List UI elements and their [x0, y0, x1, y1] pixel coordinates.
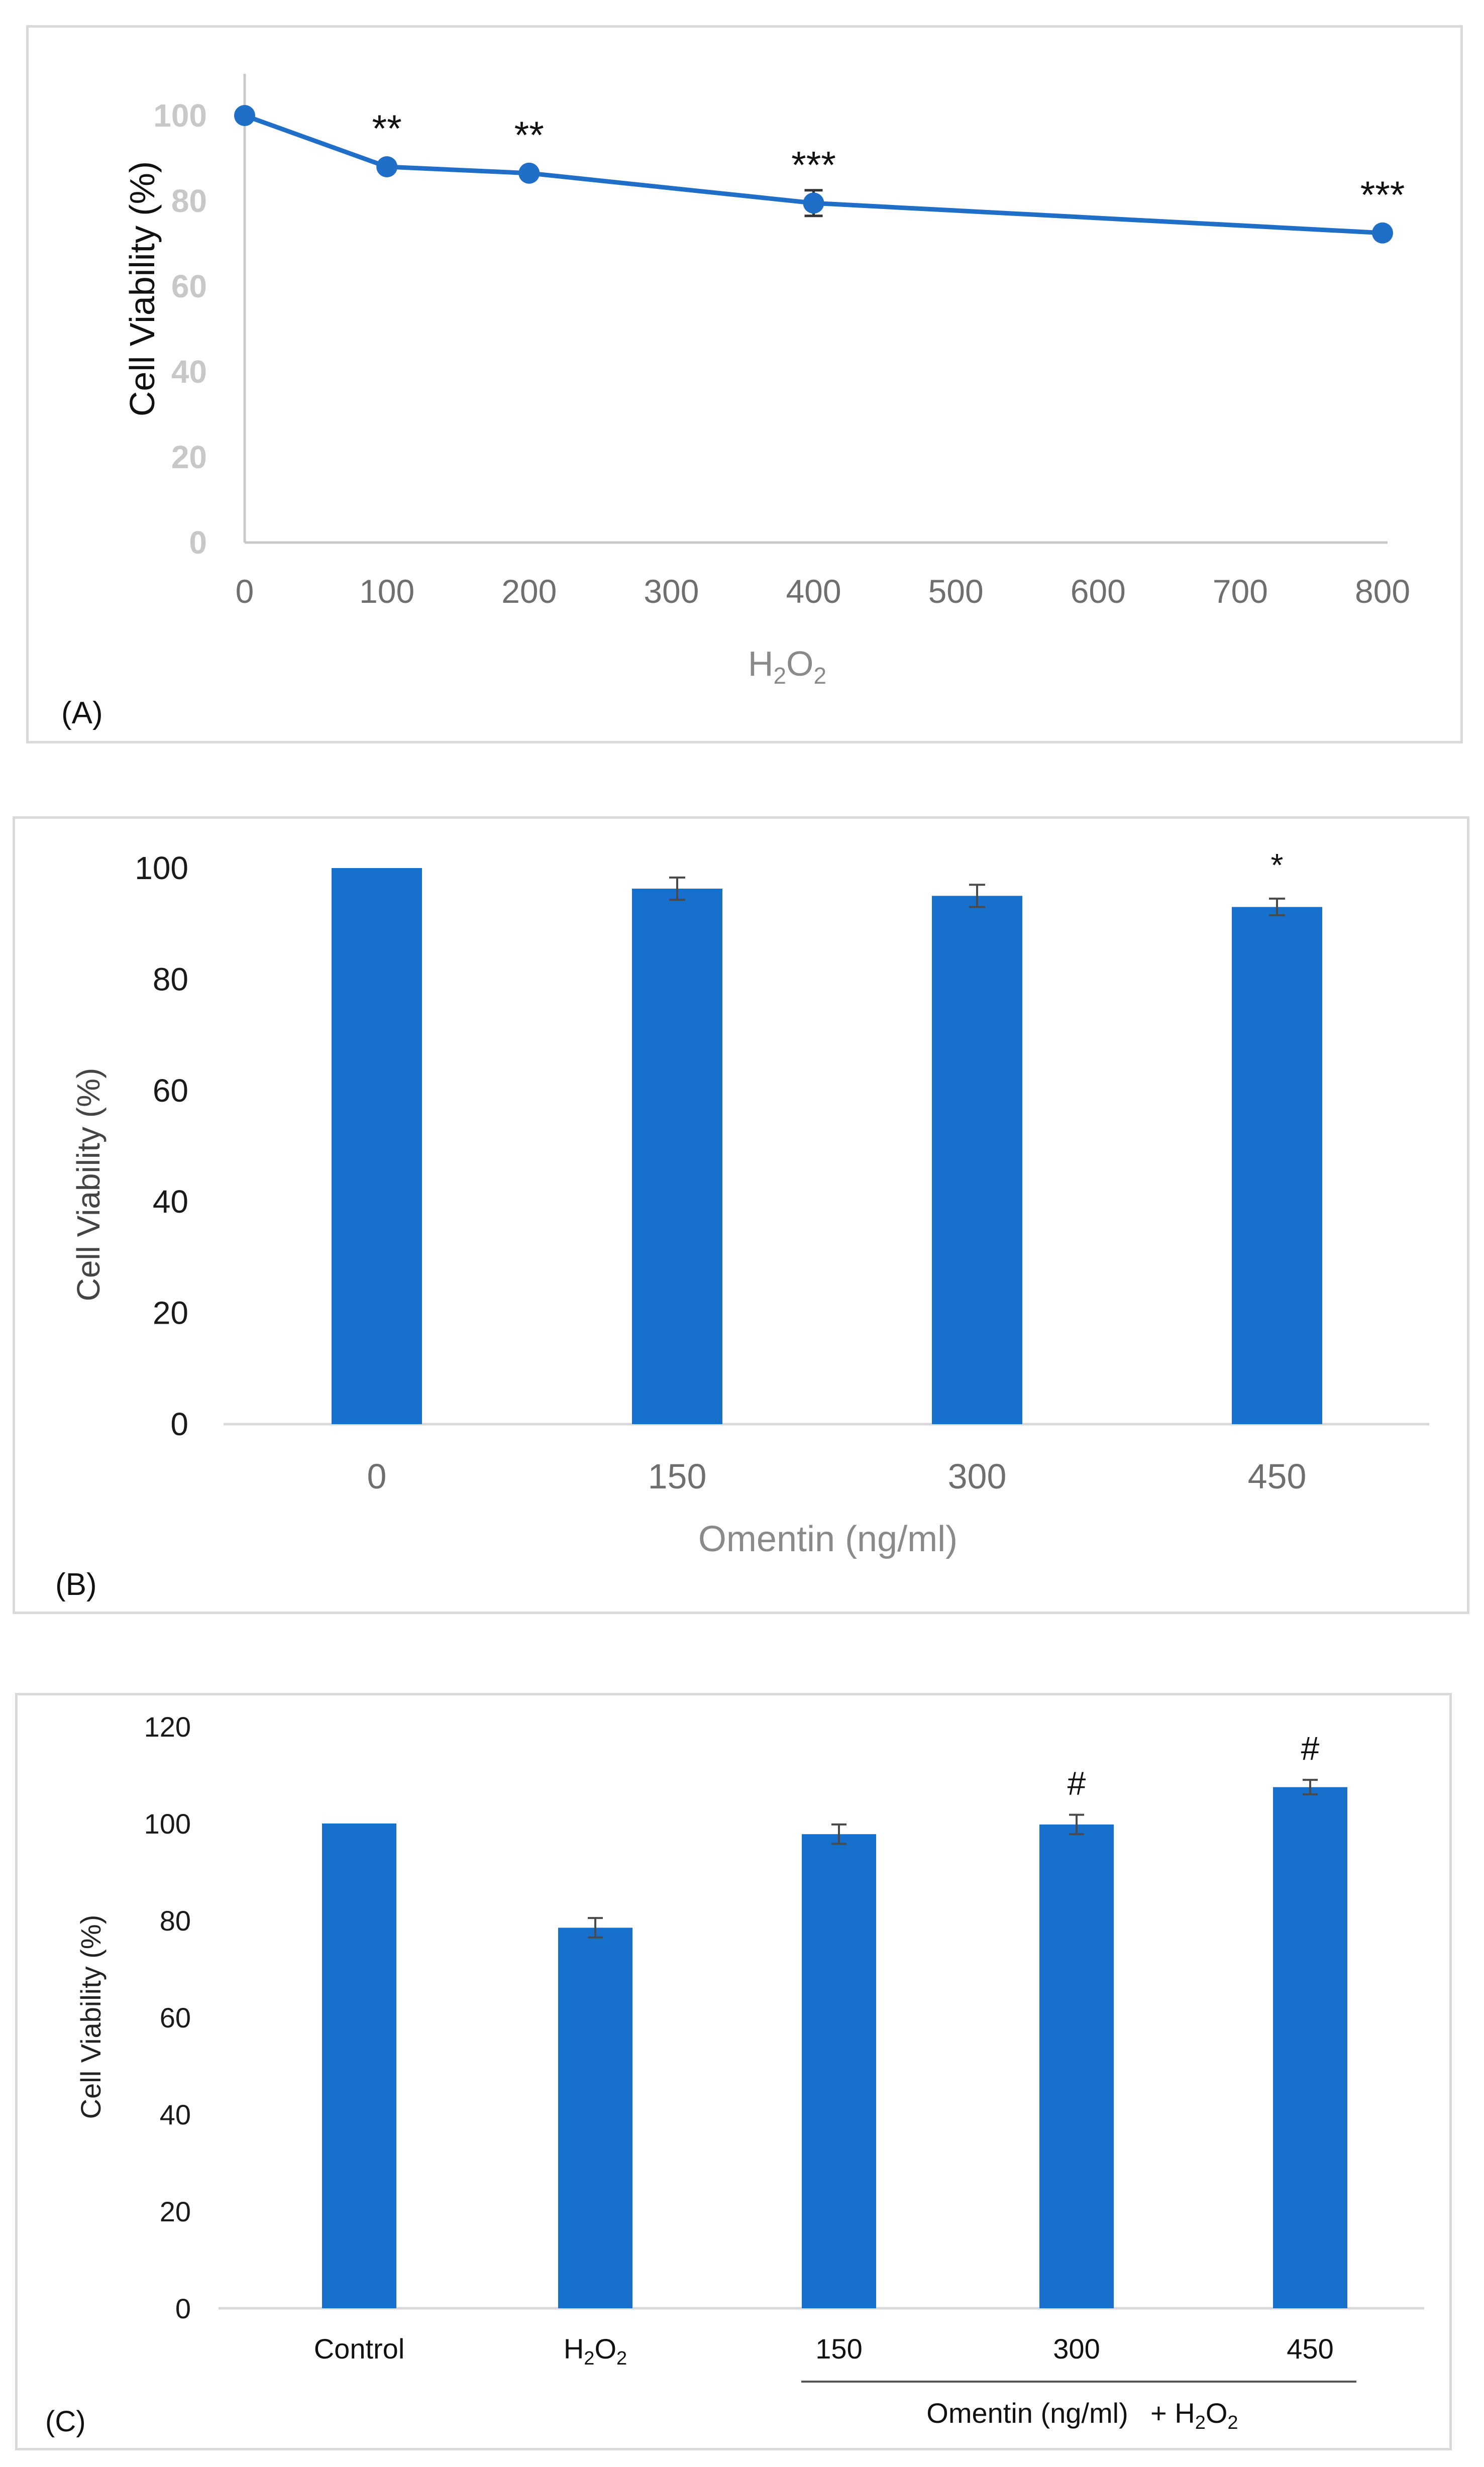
- data-point: [1372, 222, 1393, 244]
- x-axis-title-suffix: + H2O2: [1150, 2397, 1238, 2433]
- y-tick-label: 0: [189, 524, 207, 561]
- y-tick-label: 80: [160, 1905, 191, 1937]
- x-tick-label: 450: [1287, 2333, 1333, 2365]
- y-axis-title: Cell Viability (%): [75, 1915, 107, 2119]
- x-tick-label: 400: [786, 573, 841, 610]
- panel-label-a: (A): [61, 696, 103, 730]
- significance-label: ***: [1360, 174, 1405, 217]
- y-tick-label: 60: [171, 268, 207, 304]
- chart-c: 0 20 40 60 80 100 120 Cell Viability (%) Control…: [45, 1711, 1424, 2438]
- y-tick-label: 120: [144, 1711, 191, 1743]
- x-tick-label: 100: [359, 573, 414, 610]
- y-tick-label: 40: [160, 2099, 191, 2130]
- panel-label-c: (C): [45, 2405, 86, 2438]
- x-tick-label: 450: [1248, 1457, 1307, 1496]
- x-tick-label: 0: [367, 1457, 387, 1496]
- y-tick-label: 60: [153, 1072, 188, 1109]
- significance-label: #: [1068, 1765, 1086, 1802]
- y-tick-label: 80: [153, 961, 188, 997]
- panel-label-b: (B): [55, 1567, 97, 1602]
- y-tick-label: 100: [153, 97, 207, 134]
- bar: [1273, 1787, 1347, 2308]
- y-tick-label: 100: [144, 1808, 191, 1840]
- x-tick-label: 0: [236, 573, 254, 610]
- chart-a: 0 20 40 60 80 100 0 100 200 300 400 500 600 700 800 Cel…: [61, 74, 1410, 730]
- y-tick-label: 20: [160, 2196, 191, 2227]
- significance-label: **: [372, 108, 402, 150]
- y-tick-label: 100: [135, 850, 188, 886]
- panel-a: 0 20 40 60 80 100 0 100 200 300 400 500 600 700 800 Cel…: [26, 25, 1463, 743]
- y-tick-label: 40: [153, 1184, 188, 1220]
- x-tick-label: 500: [928, 573, 984, 610]
- bar: [558, 1927, 632, 2308]
- x-tick-label: 150: [648, 1457, 707, 1496]
- data-point: [518, 162, 540, 184]
- x-tick-label: 150: [815, 2333, 862, 2365]
- significance-label: #: [1301, 1730, 1320, 1767]
- y-tick-label: 20: [171, 439, 207, 475]
- panel-c: 0 20 40 60 80 100 120 Cell Viability (%) Control…: [15, 1693, 1452, 2450]
- x-axis-title: Omentin (ng/ml): [926, 2397, 1128, 2429]
- x-tick-label: 300: [1053, 2333, 1100, 2365]
- x-tick-label: 200: [501, 573, 557, 610]
- bar: [632, 888, 722, 1424]
- significance-label: **: [514, 114, 544, 157]
- x-tick-label: Control: [314, 2333, 405, 2365]
- bar: [1232, 907, 1322, 1424]
- bar: [322, 1824, 396, 2308]
- y-tick-label: 80: [171, 183, 207, 219]
- y-tick-label: 0: [170, 1406, 188, 1442]
- y-tick-label: 20: [153, 1295, 188, 1331]
- x-axis-title: H2O2: [748, 644, 826, 689]
- bar: [802, 1834, 876, 2308]
- x-tick-label: 300: [948, 1457, 1007, 1496]
- y-tick-label: 60: [160, 2002, 191, 2033]
- x-tick-label: 700: [1213, 573, 1268, 610]
- x-tick-label: 600: [1071, 573, 1126, 610]
- bar: [332, 868, 422, 1424]
- y-tick-label: 40: [171, 354, 207, 390]
- chart-b: 0 20 40 60 80 100 Cell Viability (%) 0 150 300 * 45…: [55, 847, 1429, 1602]
- y-tick-label: 0: [175, 2293, 191, 2324]
- x-tick-label: 800: [1355, 573, 1410, 610]
- y-axis-title: Cell Viability (%): [123, 161, 162, 416]
- data-point: [376, 156, 398, 177]
- data-point: [234, 105, 255, 126]
- significance-label: ***: [791, 144, 836, 186]
- significance-label: *: [1271, 847, 1284, 883]
- panel-b: 0 20 40 60 80 100 Cell Viability (%) 0 150 300 * 45…: [13, 816, 1469, 1614]
- x-tick-label: H2O2: [564, 2333, 627, 2369]
- y-axis-title: Cell Viability (%): [70, 1068, 107, 1302]
- bar: [1039, 1824, 1114, 2308]
- x-tick-label: 300: [644, 573, 699, 610]
- bar: [932, 896, 1022, 1424]
- data-point: [803, 192, 824, 214]
- x-axis-title: Omentin (ng/ml): [698, 1519, 958, 1559]
